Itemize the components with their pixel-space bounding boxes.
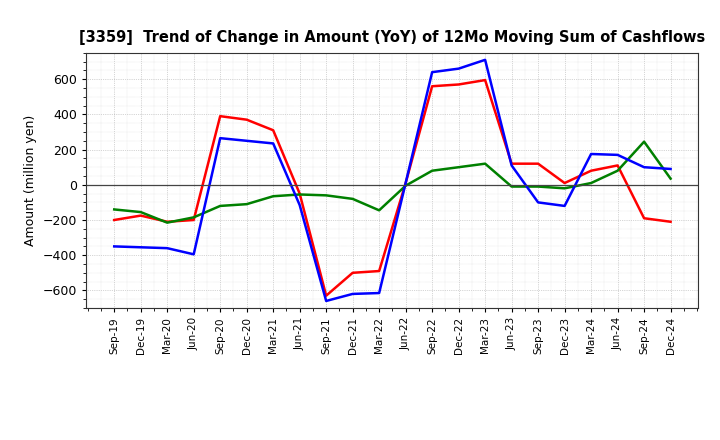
Free Cashflow — [269, 141, 277, 146]
Investing Cashflow — [348, 196, 357, 202]
Y-axis label: Amount (million yen): Amount (million yen) — [24, 115, 37, 246]
Investing Cashflow — [189, 215, 198, 220]
Free Cashflow — [110, 244, 119, 249]
Operating Cashflow — [163, 219, 171, 224]
Free Cashflow — [295, 202, 304, 208]
Free Cashflow — [428, 70, 436, 75]
Operating Cashflow — [295, 191, 304, 196]
Operating Cashflow — [136, 213, 145, 218]
Investing Cashflow — [428, 168, 436, 173]
Investing Cashflow — [454, 165, 463, 170]
Investing Cashflow — [481, 161, 490, 166]
Operating Cashflow — [269, 128, 277, 133]
Operating Cashflow — [613, 163, 622, 168]
Operating Cashflow — [454, 82, 463, 87]
Free Cashflow — [401, 180, 410, 186]
Operating Cashflow — [110, 217, 119, 223]
Operating Cashflow — [216, 114, 225, 119]
Free Cashflow — [216, 136, 225, 141]
Investing Cashflow — [163, 220, 171, 225]
Free Cashflow — [560, 203, 569, 209]
Free Cashflow — [481, 57, 490, 62]
Investing Cashflow — [136, 209, 145, 215]
Operating Cashflow — [508, 161, 516, 166]
Investing Cashflow — [401, 183, 410, 188]
Free Cashflow — [640, 165, 649, 170]
Operating Cashflow — [189, 217, 198, 223]
Operating Cashflow — [640, 216, 649, 221]
Operating Cashflow — [243, 117, 251, 122]
Investing Cashflow — [269, 194, 277, 199]
Free Cashflow — [348, 291, 357, 297]
Investing Cashflow — [243, 202, 251, 207]
Free Cashflow — [534, 200, 542, 205]
Investing Cashflow — [560, 186, 569, 191]
Investing Cashflow — [613, 168, 622, 173]
Free Cashflow — [454, 66, 463, 71]
Title: [3359]  Trend of Change in Amount (YoY) of 12Mo Moving Sum of Cashflows: [3359] Trend of Change in Amount (YoY) o… — [79, 29, 706, 45]
Free Cashflow — [136, 245, 145, 250]
Operating Cashflow — [666, 219, 675, 224]
Investing Cashflow — [640, 139, 649, 144]
Free Cashflow — [189, 252, 198, 257]
Operating Cashflow — [322, 293, 330, 298]
Operating Cashflow — [481, 77, 490, 83]
Line: Operating Cashflow: Operating Cashflow — [114, 80, 670, 296]
Operating Cashflow — [560, 180, 569, 186]
Operating Cashflow — [534, 161, 542, 166]
Operating Cashflow — [428, 84, 436, 89]
Investing Cashflow — [110, 207, 119, 212]
Investing Cashflow — [508, 184, 516, 189]
Line: Investing Cashflow: Investing Cashflow — [114, 142, 670, 223]
Free Cashflow — [587, 151, 595, 157]
Investing Cashflow — [216, 203, 225, 209]
Investing Cashflow — [587, 180, 595, 186]
Line: Free Cashflow: Free Cashflow — [114, 60, 670, 301]
Investing Cashflow — [375, 208, 384, 213]
Operating Cashflow — [348, 270, 357, 275]
Investing Cashflow — [295, 192, 304, 197]
Operating Cashflow — [375, 268, 384, 274]
Free Cashflow — [163, 246, 171, 251]
Investing Cashflow — [534, 184, 542, 189]
Investing Cashflow — [666, 176, 675, 181]
Free Cashflow — [375, 290, 384, 296]
Operating Cashflow — [587, 168, 595, 173]
Free Cashflow — [243, 138, 251, 143]
Free Cashflow — [613, 152, 622, 158]
Operating Cashflow — [401, 180, 410, 186]
Free Cashflow — [508, 163, 516, 168]
Investing Cashflow — [322, 193, 330, 198]
Free Cashflow — [666, 166, 675, 172]
Free Cashflow — [322, 298, 330, 304]
